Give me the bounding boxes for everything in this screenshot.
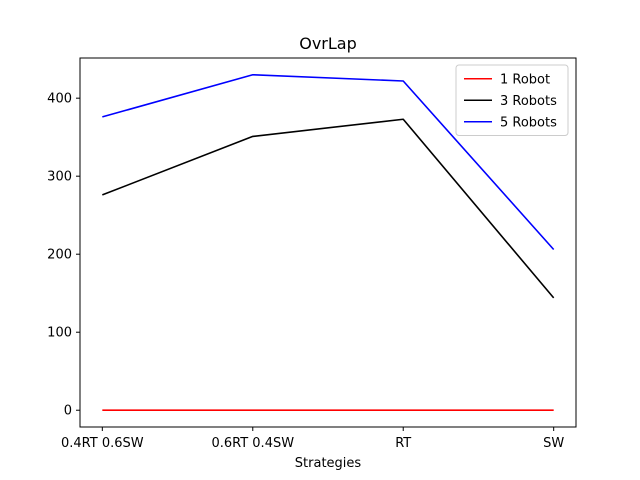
x-tick-label: RT bbox=[395, 436, 411, 451]
x-axis: 0.4RT 0.6SW 0.6RT 0.4SW RT SW bbox=[61, 427, 564, 451]
x-axis-label: Strategies bbox=[295, 456, 362, 471]
legend-label: 5 Robots bbox=[500, 115, 557, 130]
chart-title: OvrLap bbox=[299, 34, 357, 53]
y-tick-label: 0 bbox=[64, 404, 72, 419]
x-tick-label: SW bbox=[543, 436, 564, 451]
y-tick-label: 300 bbox=[47, 170, 72, 185]
legend: 1 Robot 3 Robots 5 Robots bbox=[456, 65, 568, 136]
y-tick-label: 400 bbox=[47, 92, 72, 107]
legend-label: 3 Robots bbox=[500, 94, 557, 109]
x-tick-label: 0.6RT 0.4SW bbox=[211, 436, 294, 451]
y-axis: 0 100 200 300 400 bbox=[47, 92, 80, 419]
x-tick-label: 0.4RT 0.6SW bbox=[61, 436, 144, 451]
y-tick-label: 100 bbox=[47, 326, 72, 341]
y-tick-label: 200 bbox=[47, 248, 72, 263]
series-line bbox=[102, 119, 553, 298]
legend-label: 1 Robot bbox=[500, 72, 550, 87]
